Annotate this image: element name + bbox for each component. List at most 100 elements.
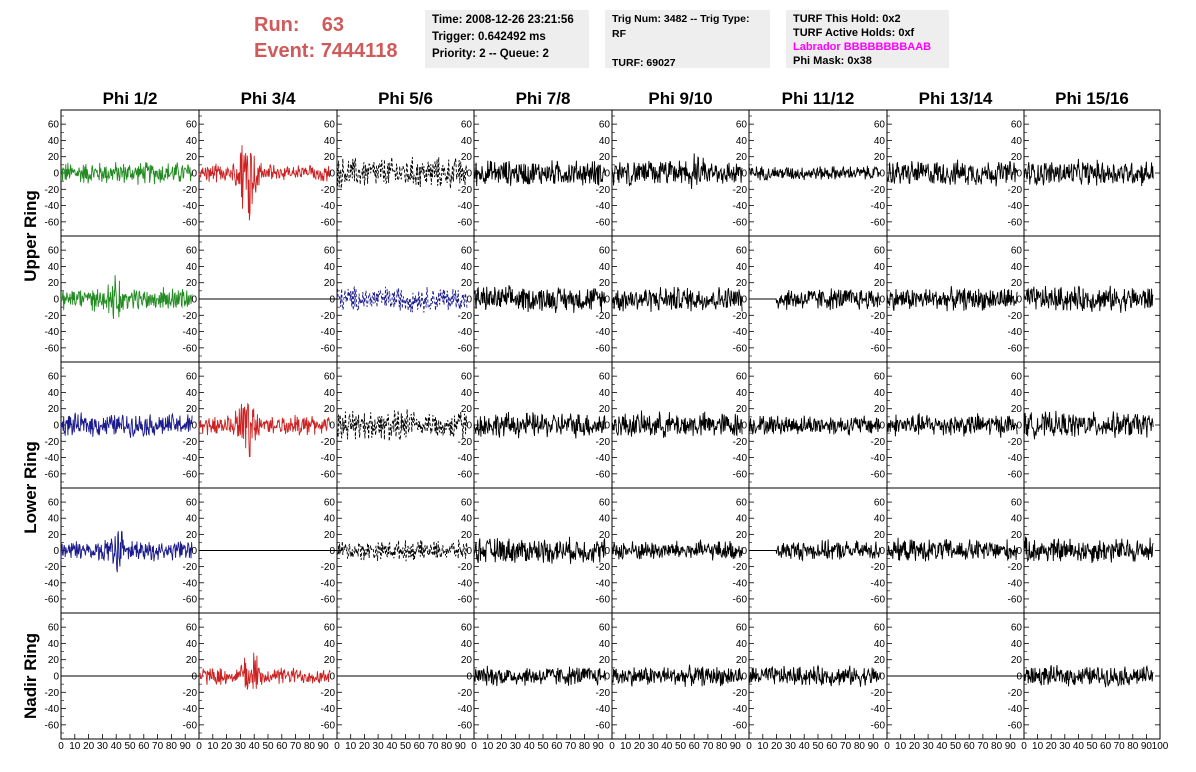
- x-tick-label: 10: [345, 741, 357, 752]
- y-tick-label: 40: [461, 639, 473, 650]
- y-tick-label: 40: [48, 136, 60, 147]
- x-tick-label: 40: [936, 741, 948, 752]
- x-tick-label: 90: [593, 741, 605, 752]
- y-tick-label: -20: [45, 688, 60, 699]
- y-tick-label: -40: [1008, 327, 1023, 338]
- y-tick-label: 40: [736, 136, 748, 147]
- y-tick-label: 60: [874, 623, 886, 634]
- y-tick-label: -40: [871, 453, 886, 464]
- y-tick-label: -40: [45, 453, 60, 464]
- x-tick-label: 70: [702, 741, 714, 752]
- waveform-2-3: [473, 411, 606, 439]
- y-tick-label: 40: [48, 388, 60, 399]
- x-tick-label: 80: [716, 741, 728, 752]
- y-tick-label: 20: [186, 278, 198, 289]
- y-tick-label: -60: [871, 594, 886, 605]
- turf-text: TURF: 69027: [612, 57, 676, 69]
- y-tick-label: -60: [1008, 469, 1023, 480]
- y-tick-label: 40: [186, 388, 198, 399]
- y-tick-label: 60: [736, 623, 748, 634]
- column-header-5: Phi 11/12: [782, 89, 855, 108]
- y-tick-label: 0: [879, 421, 885, 432]
- y-tick-label: 60: [461, 246, 473, 257]
- y-tick-label: 20: [736, 530, 748, 541]
- y-tick-label: -60: [45, 594, 60, 605]
- y-tick-label: -60: [183, 343, 198, 354]
- y-tick-label: 40: [874, 514, 886, 525]
- waveform-1-0: [60, 275, 193, 320]
- turf-this-hold-text: TURF This Hold: 0x2: [793, 13, 901, 25]
- y-tick-label: 40: [48, 262, 60, 273]
- x-tick-label: 60: [551, 741, 563, 752]
- x-tick-label: 50: [124, 741, 136, 752]
- turf-info-box: TURF This Hold: 0x2 TURF Active Holds: 0…: [786, 10, 949, 68]
- y-tick-label: 40: [1011, 514, 1023, 525]
- y-tick-label: -20: [596, 437, 611, 448]
- y-tick-label: -20: [1008, 185, 1023, 196]
- y-tick-label: 0: [466, 672, 472, 683]
- y-tick-label: -20: [458, 437, 473, 448]
- x-tick-label: 60: [138, 741, 150, 752]
- x-tick-label: 80: [166, 741, 178, 752]
- x-tick-label: 70: [290, 741, 302, 752]
- y-tick-label: -40: [321, 578, 336, 589]
- y-tick-label: -60: [733, 469, 748, 480]
- y-tick-label: -20: [871, 437, 886, 448]
- y-tick-label: 20: [599, 530, 611, 541]
- x-tick-label: 70: [1114, 741, 1126, 752]
- x-tick-label: 60: [276, 741, 288, 752]
- y-tick-label: -20: [458, 562, 473, 573]
- y-tick-label: -20: [596, 311, 611, 322]
- y-tick-label: 20: [48, 152, 60, 163]
- x-tick-label: 50: [537, 741, 549, 752]
- column-header-2: Phi 5/6: [378, 89, 433, 108]
- y-tick-label: 0: [604, 672, 610, 683]
- waveform-3-7: [1023, 536, 1154, 564]
- trig-num-text: Trig Num: 3482 -- Trig Type: RF: [612, 13, 750, 40]
- x-tick-label: 80: [991, 741, 1003, 752]
- y-tick-label: 60: [186, 623, 198, 634]
- x-tick-label: 30: [1059, 741, 1071, 752]
- y-tick-label: 60: [461, 498, 473, 509]
- ring-label-1: Lower Ring: [21, 441, 40, 534]
- x-tick-label: 80: [579, 741, 591, 752]
- y-tick-label: 0: [466, 546, 472, 557]
- x-tick-label: 20: [771, 741, 783, 752]
- y-tick-label: -60: [596, 594, 611, 605]
- x-tick-label: 50: [1086, 741, 1098, 752]
- y-tick-label: -40: [871, 704, 886, 715]
- y-tick-label: -40: [183, 453, 198, 464]
- y-tick-label: 0: [191, 672, 197, 683]
- y-tick-label: 20: [461, 530, 473, 541]
- waveform-4-7: [1023, 664, 1154, 688]
- y-tick-label: 20: [324, 655, 336, 666]
- turf-active-holds-text: TURF Active Holds: 0xf: [793, 27, 915, 39]
- y-tick-label: 40: [736, 262, 748, 273]
- y-tick-label: 20: [1011, 530, 1023, 541]
- y-tick-label: -20: [458, 185, 473, 196]
- y-tick-label: 20: [1011, 655, 1023, 666]
- x-tick-label: 90: [1005, 741, 1017, 752]
- y-tick-label: -60: [458, 594, 473, 605]
- y-tick-label: 40: [874, 136, 886, 147]
- y-tick-label: -20: [183, 562, 198, 573]
- x-tick-label: 20: [83, 741, 95, 752]
- y-tick-label: -40: [596, 704, 611, 715]
- x-tick-label: 20: [1046, 741, 1058, 752]
- y-tick-label: 0: [53, 169, 59, 180]
- y-tick-label: 0: [879, 169, 885, 180]
- y-tick-label: 20: [48, 278, 60, 289]
- x-tick-label: 30: [510, 741, 522, 752]
- y-tick-label: 0: [1016, 169, 1022, 180]
- y-tick-label: -60: [596, 469, 611, 480]
- x-tick-label: 30: [648, 741, 660, 752]
- x-tick-label: 70: [840, 741, 852, 752]
- y-tick-label: -60: [1008, 217, 1023, 228]
- run-event-header: Run: 63 Event: 7444118: [254, 12, 397, 64]
- x-tick-label: 10: [620, 741, 632, 752]
- y-tick-label: 0: [1016, 295, 1022, 306]
- y-tick-label: -40: [871, 578, 886, 589]
- y-tick-label: 20: [324, 404, 336, 415]
- x-tick-label: 90: [730, 741, 742, 752]
- y-tick-label: -60: [458, 343, 473, 354]
